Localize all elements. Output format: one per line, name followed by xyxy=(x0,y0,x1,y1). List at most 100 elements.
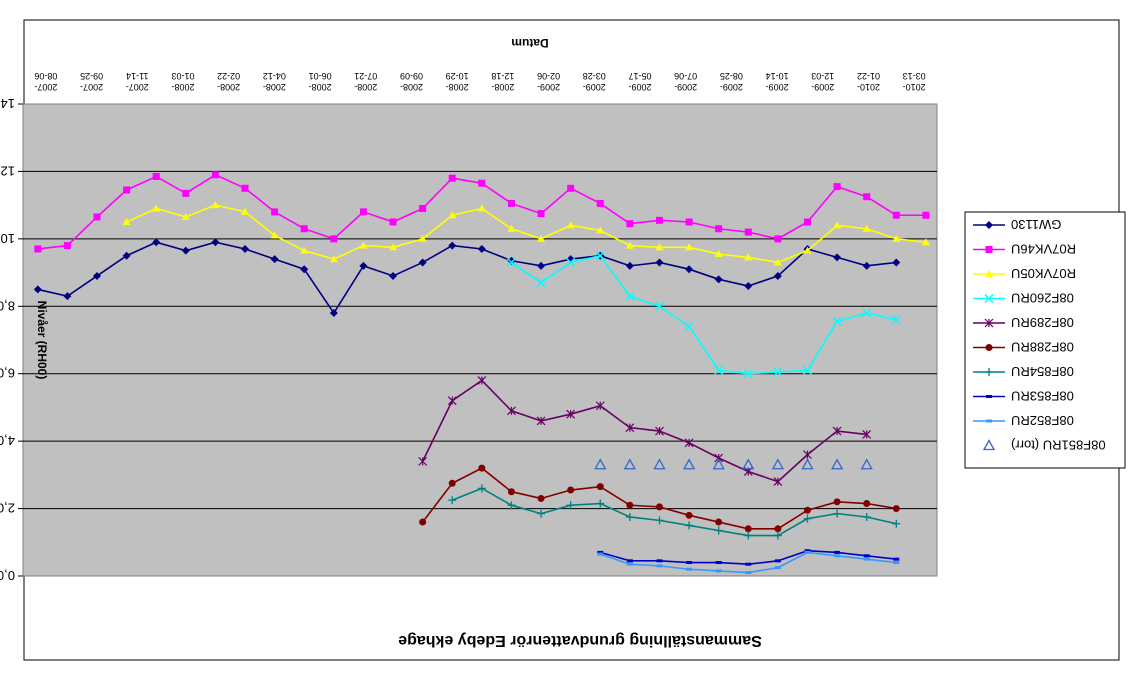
x-tick-label: 2010- xyxy=(857,82,880,92)
data-point xyxy=(802,365,813,375)
data-point xyxy=(477,244,486,253)
data-point xyxy=(653,458,666,470)
data-point xyxy=(834,554,841,558)
data-point xyxy=(891,315,901,325)
x-tick-label: 2009- xyxy=(766,82,789,92)
x-tick-label: 01-03 xyxy=(171,71,194,81)
data-point xyxy=(892,505,900,513)
data-point xyxy=(537,494,545,502)
x-tick-label: 01-22 xyxy=(857,71,880,81)
data-point xyxy=(507,224,516,232)
x-tick-label: 10-14 xyxy=(766,71,789,81)
data-point xyxy=(478,464,486,472)
data-point xyxy=(860,458,873,470)
data-point xyxy=(330,235,338,243)
data-point xyxy=(478,179,486,187)
data-point xyxy=(863,554,870,558)
data-point xyxy=(862,224,871,232)
data-point xyxy=(655,426,664,436)
x-tick-label: 2009- xyxy=(628,82,651,92)
data-point xyxy=(625,291,635,301)
data-point xyxy=(211,171,219,179)
legend-label: 08F854RU xyxy=(1011,364,1074,379)
data-point xyxy=(477,204,486,212)
data-point xyxy=(625,423,635,433)
legend-item: 08F854RU xyxy=(973,364,1074,379)
data-point xyxy=(270,255,279,264)
y-tick-label: 10,00 xyxy=(0,231,15,246)
legend-label: 08F288RU xyxy=(1011,340,1074,355)
data-point xyxy=(986,419,992,423)
y-tick-label: 2,00 xyxy=(0,501,15,516)
data-point xyxy=(773,271,782,280)
data-point xyxy=(686,567,693,571)
data-point xyxy=(833,221,842,229)
x-tick-labels: 2007-08-062007-09-252007-11-142008-01-03… xyxy=(34,71,925,92)
data-point xyxy=(270,231,279,239)
x-tick-label: 2008- xyxy=(309,82,332,92)
series-line xyxy=(421,379,867,483)
data-point xyxy=(745,562,752,566)
data-point xyxy=(122,218,131,225)
data-point xyxy=(714,526,723,535)
data-point xyxy=(566,257,576,267)
data-point xyxy=(984,293,994,304)
data-point xyxy=(626,559,633,563)
data-point xyxy=(596,499,605,508)
data-point xyxy=(537,261,546,270)
data-point xyxy=(801,458,814,470)
legend-item: 08F289RU xyxy=(973,315,1074,330)
legend-label: R07VK46U xyxy=(1011,242,1076,257)
legend-box xyxy=(964,211,1126,469)
data-point xyxy=(682,458,696,470)
data-point xyxy=(389,243,398,251)
data-point xyxy=(985,246,993,253)
data-point xyxy=(832,316,842,326)
data-point xyxy=(742,458,755,470)
legend-item: R07VK05U xyxy=(973,266,1076,281)
data-point xyxy=(833,183,841,191)
data-point xyxy=(655,258,664,267)
data-point xyxy=(625,241,634,249)
data-point xyxy=(506,257,516,267)
y-tick-label: 0,00 xyxy=(0,568,15,583)
data-point xyxy=(685,511,693,519)
data-point xyxy=(655,516,664,525)
data-point xyxy=(300,225,308,233)
data-point xyxy=(567,486,575,494)
x-tick-label: 03-28 xyxy=(583,71,606,81)
data-point xyxy=(834,550,841,554)
x-tick-label: 08-06 xyxy=(34,71,57,81)
data-point xyxy=(595,401,605,411)
data-point xyxy=(745,571,752,575)
legend-label: 08F853RU xyxy=(1011,389,1074,404)
data-point xyxy=(685,218,693,226)
data-point xyxy=(389,271,398,280)
series-08f851ru-torr- xyxy=(594,458,873,470)
data-point xyxy=(892,234,901,242)
x-tick-label: 2008- xyxy=(400,82,423,92)
plot-area xyxy=(22,103,938,577)
data-point xyxy=(714,250,723,258)
data-point xyxy=(715,225,723,233)
x-tick-label: 05-17 xyxy=(628,71,651,81)
data-point xyxy=(744,525,752,533)
data-point xyxy=(626,562,633,566)
data-point xyxy=(418,456,428,466)
data-point xyxy=(181,246,190,255)
x-tick-label: 2008- xyxy=(354,82,377,92)
data-point xyxy=(771,458,784,470)
x-tick-label: 07-06 xyxy=(674,71,697,81)
x-tick-label: 2007- xyxy=(80,82,103,92)
data-point xyxy=(833,509,842,518)
y-tick-label: 14,00 xyxy=(0,96,15,111)
x-tick-label: 12-03 xyxy=(811,71,834,81)
x-tick-label: 2009- xyxy=(674,82,697,92)
data-point xyxy=(300,265,309,274)
series-08f288ru xyxy=(419,464,900,533)
series-line xyxy=(37,241,897,315)
data-point xyxy=(985,344,993,351)
data-point xyxy=(984,318,994,328)
data-point xyxy=(714,365,724,375)
